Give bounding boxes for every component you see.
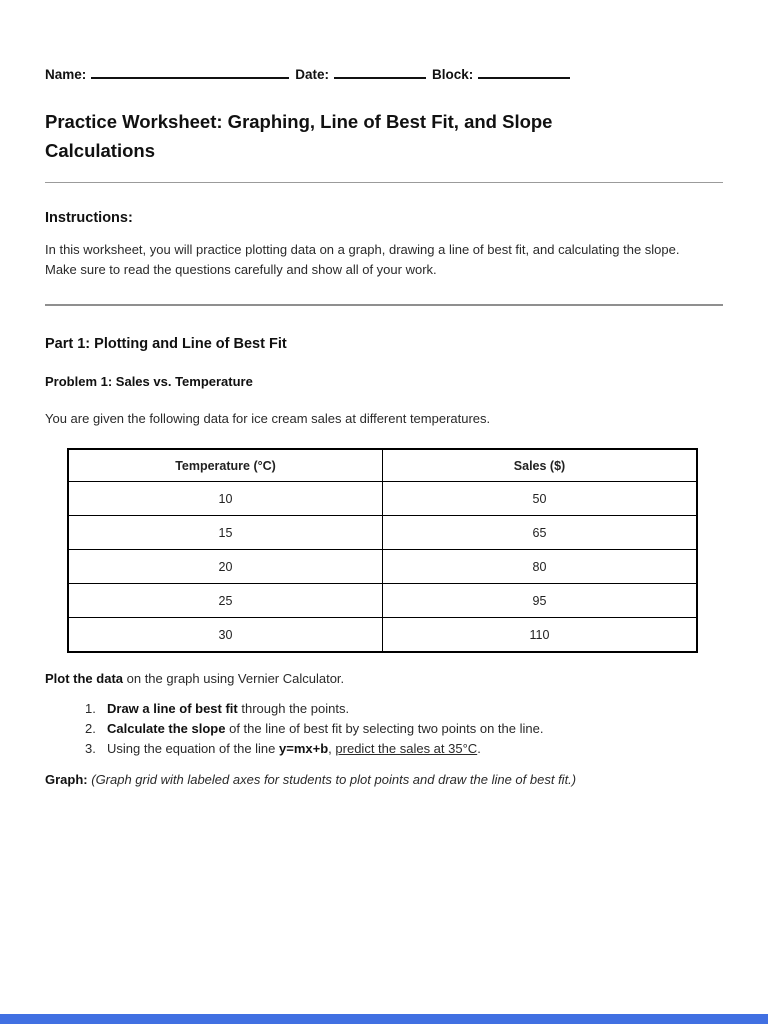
steps-list: 1. Draw a line of best fit through the p… <box>45 699 723 759</box>
instructions-body-line1: In this worksheet, you will practice plo… <box>45 242 680 257</box>
table-cell-temperature: 25 <box>67 583 383 618</box>
step-mid: through the points. <box>237 701 350 716</box>
table-header-sales: Sales ($) <box>382 448 698 482</box>
step-number: 3. <box>85 741 96 756</box>
part1-heading: Part 1: Plotting and Line of Best Fit <box>45 336 287 352</box>
page-content: Name: Date: Block: Practice Worksheet: Gra… <box>45 0 723 787</box>
list-item: 3. Using the equation of the line y=mx+b… <box>45 739 723 759</box>
list-item: 2. Calculate the slope of the line of be… <box>45 719 723 739</box>
name-label: Name: <box>45 67 87 82</box>
problem1-intro: You are given the following data for ice… <box>45 411 491 426</box>
divider-under-instructions <box>45 304 723 306</box>
step-number: 1. <box>85 701 96 716</box>
date-label: Date: <box>295 67 330 82</box>
step-text: Using the equation of the line y=mx+b, p… <box>107 739 723 759</box>
table-row: 10 50 <box>67 481 698 516</box>
step-bold: Calculate the slope <box>107 721 226 736</box>
worksheet-title-line2: Calculations <box>45 140 155 161</box>
step-end: . <box>477 741 481 756</box>
step-bold: Draw a line of best fit <box>107 701 238 716</box>
step-underline: predict the sales at 35°C <box>335 741 478 756</box>
table-cell-sales: 110 <box>382 617 698 653</box>
table-cell-temperature: 30 <box>67 617 383 653</box>
table-header-row: Temperature (°C) Sales ($) <box>67 448 698 482</box>
block-blank-line <box>478 64 571 79</box>
table-row: 15 65 <box>67 515 698 550</box>
graph-placeholder-text: (Graph grid with labeled axes for studen… <box>87 772 577 787</box>
instructions-heading: Instructions: <box>45 210 133 226</box>
data-table: Temperature (°C) Sales ($) 10 50 15 65 2… <box>67 448 698 653</box>
step-pre: Using the equation of the line <box>107 741 280 756</box>
table-cell-temperature: 10 <box>67 481 383 516</box>
table-cell-sales: 95 <box>382 583 698 618</box>
instructions-body: In this worksheet, you will practice plo… <box>45 240 723 280</box>
table-cell-temperature: 15 <box>67 515 383 550</box>
table-cell-sales: 80 <box>382 549 698 584</box>
divider-under-title <box>45 182 723 183</box>
table-cell-sales: 50 <box>382 481 698 516</box>
list-item: 1. Draw a line of best fit through the p… <box>45 699 723 719</box>
step-number: 2. <box>85 721 96 736</box>
plot-instruction-rest: on the graph using Vernier Calculator. <box>123 671 345 686</box>
worksheet-title: Practice Worksheet: Graphing, Line of Be… <box>45 107 723 165</box>
graph-placeholder-line: Graph: (Graph grid with labeled axes for… <box>45 772 723 787</box>
instructions-body-line2: Make sure to read the questions carefull… <box>45 262 437 277</box>
table-cell-sales: 65 <box>382 515 698 550</box>
plot-instruction-bold: Plot the data <box>45 671 124 686</box>
table-row: 30 110 <box>67 617 698 653</box>
block-label: Block: <box>432 67 474 82</box>
table-row: 20 80 <box>67 549 698 584</box>
plot-instruction: Plot the data on the graph using Vernier… <box>45 671 723 686</box>
name-blank-line <box>91 64 290 79</box>
footer-bar <box>0 1014 768 1024</box>
step-mid: of the line of best fit by selecting two… <box>225 721 544 736</box>
step-text: Draw a line of best fit through the poin… <box>107 699 723 719</box>
table-header-temperature: Temperature (°C) <box>67 448 383 482</box>
header-fillin-row: Name: Date: Block: <box>45 64 723 82</box>
date-blank-line <box>334 64 427 79</box>
table-cell-temperature: 20 <box>67 549 383 584</box>
worksheet-title-line1: Practice Worksheet: Graphing, Line of Be… <box>45 111 553 132</box>
step-mid: , <box>328 741 336 756</box>
graph-label: Graph: <box>45 772 88 787</box>
step-bold: y=mx+b <box>279 741 329 756</box>
problem1-heading: Problem 1: Sales vs. Temperature <box>45 374 253 389</box>
table-row: 25 95 <box>67 583 698 618</box>
step-text: Calculate the slope of the line of best … <box>107 719 723 739</box>
